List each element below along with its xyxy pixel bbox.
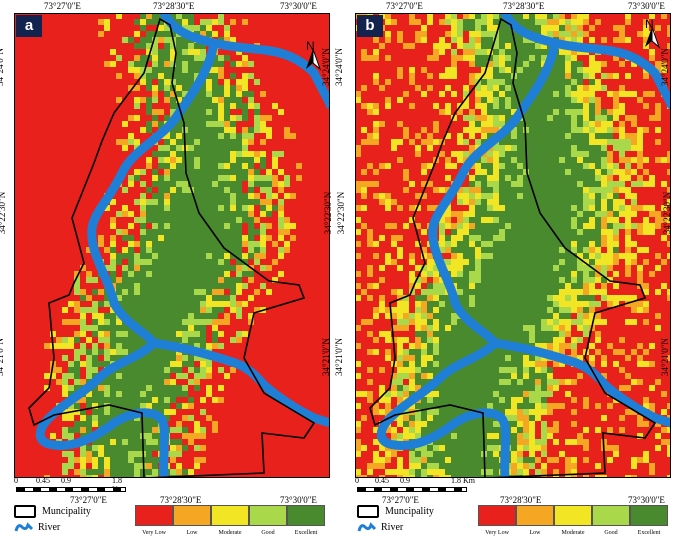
legend-class-label: Low xyxy=(529,530,541,536)
map-panel-b: b N xyxy=(355,13,671,478)
lon-label: 73°28'30"E xyxy=(153,1,195,11)
legend-swatch xyxy=(249,505,287,526)
legend-class-label: Good xyxy=(604,530,618,536)
class-legend-a: Very Low Low Moderate Good Excellent xyxy=(135,505,325,536)
municipality-swatch xyxy=(357,504,379,518)
legend-class-label: Moderate xyxy=(218,530,242,536)
north-arrow-icon: N xyxy=(302,39,324,71)
lat-label: 34°22'30"N xyxy=(323,191,334,235)
lat-label: 34°21'0"N xyxy=(0,338,5,376)
legend-swatch xyxy=(592,505,630,526)
legend-class-label: Good xyxy=(261,530,275,536)
suitability-map-b xyxy=(355,13,671,478)
legend-class: Excellent xyxy=(287,505,325,536)
legend-swatch xyxy=(287,505,325,526)
lon-label: 73°30'0"E xyxy=(280,1,317,11)
municipality-boundary xyxy=(28,17,316,478)
municipality-swatch xyxy=(14,504,36,518)
legend-swatch xyxy=(478,505,516,526)
north-label: N xyxy=(645,17,654,31)
suitability-map-a xyxy=(14,13,330,478)
lat-label: 34°22'30"N xyxy=(0,191,8,235)
legend-class-label: Excellent xyxy=(294,530,318,536)
legend-class-label: Low xyxy=(186,530,198,536)
legend-class: Moderate xyxy=(554,505,592,536)
legend-class: Very Low xyxy=(135,505,173,536)
lat-label: 34°24'0"N xyxy=(659,48,670,86)
lat-label: 34°21'0"N xyxy=(320,338,331,376)
legend-class: Low xyxy=(173,505,211,536)
legend-swatch xyxy=(135,505,173,526)
river-icon xyxy=(14,522,34,532)
lon-label: 73°28'30"E xyxy=(160,495,202,505)
legend-class-label: Very Low xyxy=(485,530,509,536)
lon-label: 73°27'0"E xyxy=(70,495,107,505)
lat-label: 34°24'0"N xyxy=(333,48,344,86)
panel-label: a xyxy=(16,15,42,37)
legend-swatch xyxy=(173,505,211,526)
river-label: River xyxy=(381,521,404,533)
lat-label: 34°24'0"N xyxy=(0,48,5,86)
river-label: River xyxy=(38,521,61,533)
north-arrow-icon: N xyxy=(641,17,663,49)
lat-label: 34°22'30"N xyxy=(662,191,673,235)
map-panel-a: a N xyxy=(14,13,330,478)
legend-class: Good xyxy=(592,505,630,536)
map-legend-b: Muncipality River xyxy=(357,503,434,535)
lon-label: 73°27'0"E xyxy=(382,495,419,505)
map-legend-a: Muncipality River xyxy=(14,503,91,535)
class-legend-b: Very Low Low Moderate Good Excellent xyxy=(478,505,668,536)
lon-label: 73°28'30"E xyxy=(500,495,542,505)
scale-bar: 0 0.45 0.9 1.8 Km xyxy=(355,476,475,498)
legend-swatch xyxy=(554,505,592,526)
municipality-boundary xyxy=(369,17,657,478)
municipality-label: Muncipality xyxy=(385,505,434,517)
scale-bar: 0 0.45 0.9 1.8 Km xyxy=(14,476,134,498)
lon-label: 73°28'30"E xyxy=(503,1,545,11)
legend-class-label: Moderate xyxy=(561,530,585,536)
legend-class: Very Low xyxy=(478,505,516,536)
river-line xyxy=(376,13,671,478)
lon-label: 73°30'0"E xyxy=(280,495,317,505)
panel-label: b xyxy=(357,15,383,37)
legend-swatch xyxy=(516,505,554,526)
lon-label: 73°27'0"E xyxy=(386,1,423,11)
north-label: N xyxy=(306,39,315,53)
river-line xyxy=(35,13,330,478)
river-icon xyxy=(357,522,377,532)
legend-class: Excellent xyxy=(630,505,668,536)
lat-label: 34°21'0"N xyxy=(659,338,670,376)
legend-swatch xyxy=(211,505,249,526)
legend-swatch xyxy=(630,505,668,526)
legend-class: Low xyxy=(516,505,554,536)
municipality-label: Muncipality xyxy=(42,505,91,517)
lon-label: 73°27'0"E xyxy=(44,1,81,11)
legend-class: Moderate xyxy=(211,505,249,536)
legend-class: Good xyxy=(249,505,287,536)
lat-label: 34°21'0"N xyxy=(333,338,344,376)
lat-label: 34°24'0"N xyxy=(320,48,331,86)
lon-label: 73°30'0"E xyxy=(628,495,665,505)
lon-label: 73°30'0"E xyxy=(628,1,665,11)
legend-class-label: Very Low xyxy=(142,530,166,536)
legend-class-label: Excellent xyxy=(637,530,661,536)
lat-label: 34°22'30"N xyxy=(336,191,347,235)
